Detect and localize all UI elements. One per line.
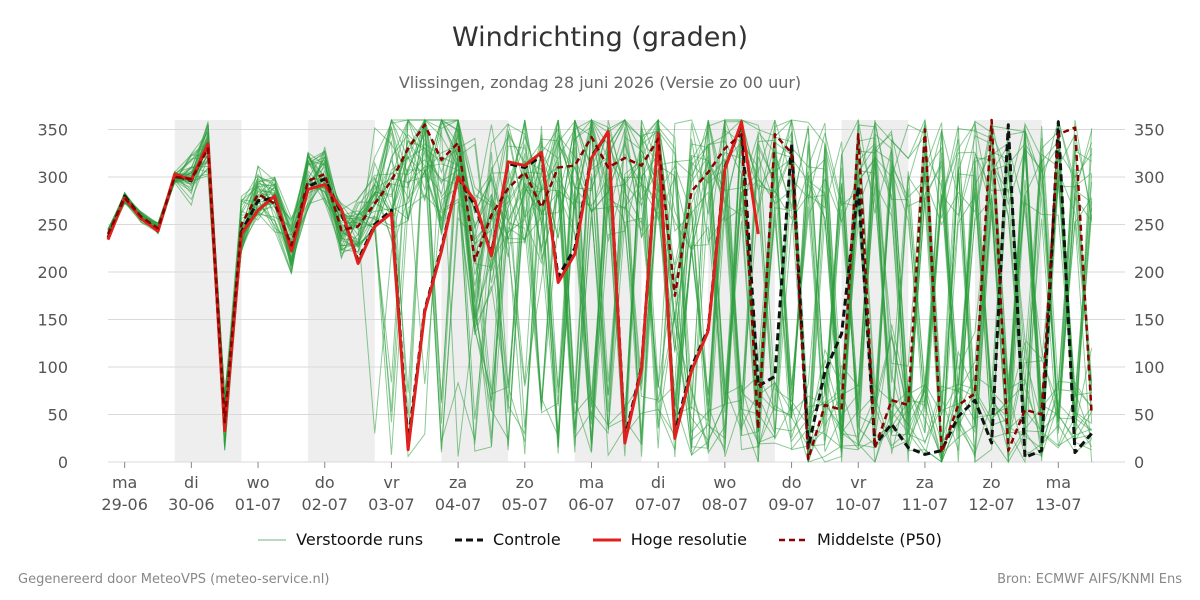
y-tick-right: 350: [1134, 121, 1165, 140]
ensemble-member-28: [107, 119, 1093, 463]
y-tick-left: 50: [48, 406, 68, 425]
x-tick-date: 03-07: [368, 495, 415, 514]
y-tick-left: 100: [37, 358, 68, 377]
y-tick-left: 150: [37, 311, 68, 330]
x-tick-date: 02-07: [301, 495, 348, 514]
y-tick-left: 0: [58, 453, 68, 472]
x-tick-date: 30-06: [168, 495, 215, 514]
x-tick-date: 10-07: [835, 495, 882, 514]
x-tick-day: za: [916, 473, 934, 492]
ensemble-member-26: [107, 118, 1092, 463]
ensemble-member-14: [107, 118, 1093, 457]
legend-item-perturbed: Verstoorde runs: [258, 530, 423, 549]
y-tick-right: 250: [1134, 216, 1165, 235]
legend-label-hires: Hoge resolutie: [630, 530, 747, 549]
x-tick-day: vr: [383, 473, 399, 492]
x-tick-day: do: [315, 473, 335, 492]
x-tick-day: za: [449, 473, 467, 492]
ensemble-member-30: [107, 118, 1093, 452]
x-tick-date: 09-07: [768, 495, 815, 514]
x-tick-date: 06-07: [568, 495, 615, 514]
y-tick-right: 100: [1134, 358, 1165, 377]
legend-label-control: Controle: [493, 530, 561, 549]
legend-swatch-perturbed: [258, 539, 287, 540]
x-tick-day: wo: [713, 473, 736, 492]
ensemble-member-25: [107, 119, 1092, 464]
ensemble-member-37: [107, 118, 1093, 450]
series-hoge-resolutie-vervolg-: [706, 120, 760, 332]
legend-item-control: Controle: [455, 530, 561, 549]
chart-title: Windrichting (graden): [451, 22, 749, 53]
y-tick-right: 150: [1134, 311, 1165, 330]
legend-swatch-hires: [592, 538, 621, 541]
x-tick-day: di: [184, 473, 199, 492]
x-tick-day: do: [782, 473, 802, 492]
y-tick-right: 0: [1134, 453, 1144, 472]
ensemble-member-39: [107, 119, 1093, 463]
x-tick-date: 05-07: [502, 495, 549, 514]
footer-generated-by: Gegenereerd door MeteoVPS (meteo-service…: [18, 572, 330, 587]
y-tick-left: 350: [37, 121, 68, 140]
x-tick-date: 11-07: [902, 495, 949, 514]
legend-swatch-median: [778, 538, 807, 541]
x-tick-day: di: [651, 473, 666, 492]
x-tick-day: wo: [247, 473, 270, 492]
x-tick-day: zo: [516, 473, 534, 492]
x-tick-day: vr: [850, 473, 866, 492]
y-tick-right: 50: [1134, 406, 1154, 425]
legend-label-median: Middelste (P50): [816, 530, 942, 549]
y-tick-left: 200: [37, 263, 68, 282]
chart-subtitle: Vlissingen, zondag 28 juni 2026 (Versie …: [398, 73, 802, 92]
x-tick-date: 01-07: [235, 495, 282, 514]
x-tick-day: zo: [983, 473, 1001, 492]
x-tick-day: ma: [112, 473, 137, 492]
y-tick-left: 250: [37, 216, 68, 235]
x-tick-date: 08-07: [702, 495, 749, 514]
x-tick-date: 29-06: [101, 495, 148, 514]
x-tick-day: ma: [579, 473, 604, 492]
x-tick-date: 12-07: [968, 495, 1015, 514]
footer-source: Bron: ECMWF AIFS/KNMI Ens: [997, 572, 1182, 587]
x-tick-day: ma: [1046, 473, 1071, 492]
y-tick-right: 300: [1134, 168, 1165, 187]
y-tick-right: 200: [1134, 263, 1165, 282]
x-tick-date: 13-07: [1035, 495, 1082, 514]
legend-swatch-control: [455, 538, 484, 541]
axes: 0 0 50 50 100 100 150 150 200 200 250 250 300 300 350 3…: [37, 121, 1164, 515]
legend-item-hires: Hoge resolutie: [592, 530, 747, 549]
x-tick-date: 07-07: [635, 495, 682, 514]
main-series: [106, 118, 1093, 461]
legend-item-median: Middelste (P50): [778, 530, 942, 549]
x-tick-date: 04-07: [435, 495, 482, 514]
legend: Verstoorde runs Controle Hoge resolutie …: [0, 530, 1200, 549]
series-middelste-p50-: [106, 118, 1093, 461]
series-hoge-resolutie: [106, 129, 710, 452]
legend-label-perturbed: Verstoorde runs: [296, 530, 424, 549]
y-tick-left: 300: [37, 168, 68, 187]
